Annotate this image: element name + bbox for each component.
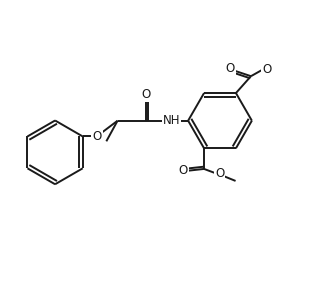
Text: O: O	[141, 88, 150, 101]
Text: O: O	[262, 63, 271, 76]
Text: O: O	[226, 62, 235, 75]
Text: O: O	[92, 130, 102, 143]
Text: O: O	[179, 164, 188, 177]
Text: NH: NH	[162, 114, 180, 127]
Text: O: O	[215, 167, 225, 180]
